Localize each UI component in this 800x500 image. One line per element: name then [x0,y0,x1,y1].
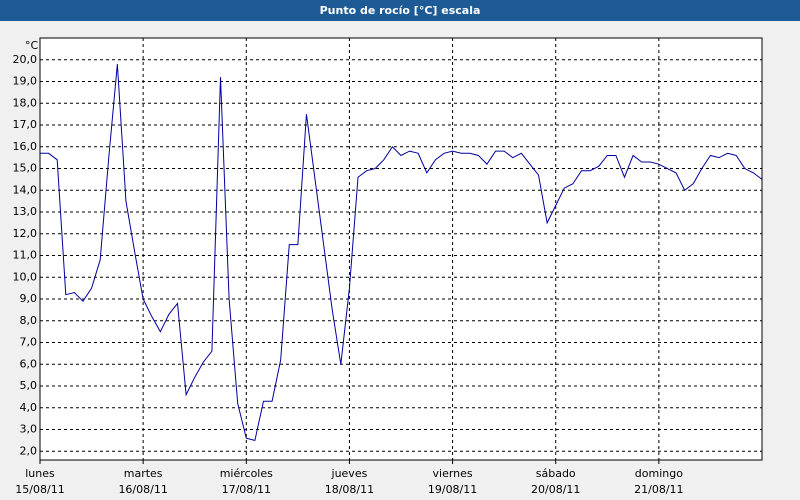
x-tick-date: 18/08/11 [325,483,374,496]
y-tick-label: 19,0 [13,75,38,88]
x-tick-date: 21/08/11 [634,483,683,496]
y-tick-label: 18,0 [13,96,38,109]
x-tick-date: 17/08/11 [222,483,271,496]
data-line [40,64,763,442]
x-tick-label: miércoles [220,467,273,480]
y-tick-label: 20,0 [13,53,38,66]
y-tick-label: 9,0 [20,292,38,305]
y-tick-label: 16,0 [13,140,38,153]
x-tick-date: 15/08/11 [15,483,64,496]
x-tick-label: lunes [25,467,55,480]
x-tick-date: 16/08/11 [118,483,167,496]
y-tick-label: 3,0 [20,423,38,436]
y-tick-label: 13,0 [13,205,38,218]
x-tick-label: domingo [635,467,683,480]
y-tick-label: 2,0 [20,444,38,457]
y-tick-label: 15,0 [13,162,38,175]
x-tick-label: jueves [331,467,368,480]
y-tick-label: 6,0 [20,357,38,370]
x-tick-date: 20/08/11 [531,483,580,496]
x-tick-date: 19/08/11 [428,483,477,496]
y-tick-label: 5,0 [20,379,38,392]
y-unit: °C [25,39,39,52]
y-tick-label: 17,0 [13,118,38,131]
y-tick-label: 7,0 [20,336,38,349]
y-tick-label: 10,0 [13,270,38,283]
title-bar [0,0,800,21]
plot-area [40,38,762,460]
y-tick-label: 8,0 [20,314,38,327]
x-tick-label: martes [124,467,163,480]
plot-border [39,37,763,461]
y-tick-label: 12,0 [13,227,38,240]
x-tick-label: sábado [536,467,576,480]
x-tick-label: viernes [433,467,473,480]
y-tick-label: 4,0 [20,401,38,414]
y-tick-label: 11,0 [13,249,38,262]
chart-title: Punto de rocío [°C] escala [320,4,481,17]
y-tick-label: 14,0 [13,183,38,196]
